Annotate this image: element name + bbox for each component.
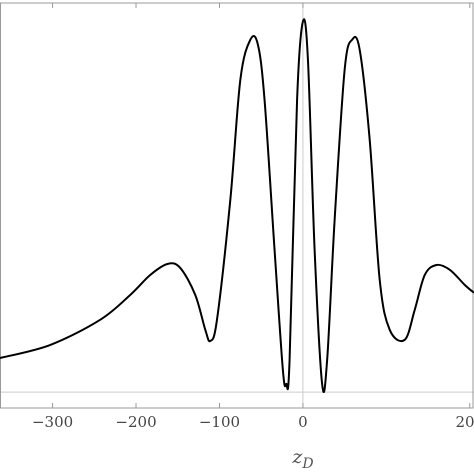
x-tick-label: −100 — [199, 413, 240, 431]
x-label-sub: D — [301, 456, 313, 472]
x-tick-label: 0 — [298, 413, 308, 431]
x-tick-label: 200 — [456, 413, 474, 431]
x-label-main: z — [291, 446, 303, 468]
line — [0, 18, 474, 393]
x-axis-label: zD — [291, 446, 313, 472]
x-tick-label: −200 — [115, 413, 156, 431]
frame — [0, 2, 474, 409]
x-tick-label: −300 — [32, 413, 73, 431]
